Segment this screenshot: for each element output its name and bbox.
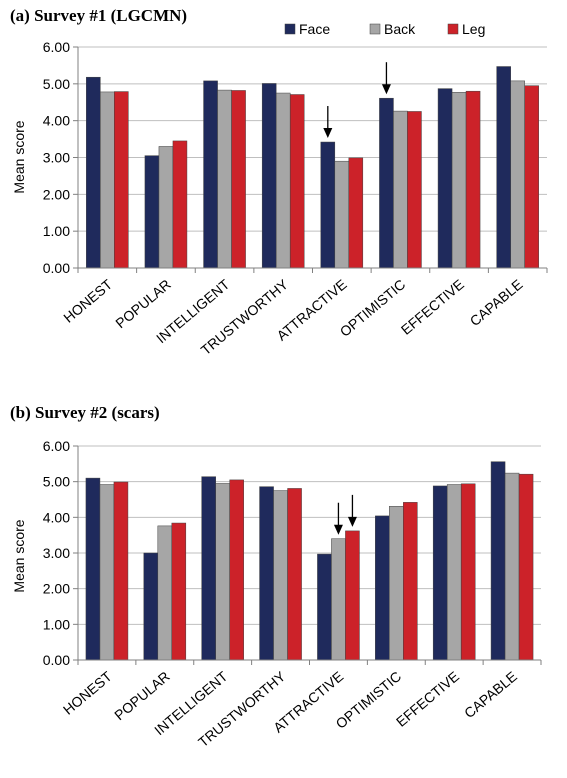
bar-back-optimistic xyxy=(389,506,404,661)
x-tick-label: HONEST xyxy=(60,276,115,326)
arrow-head xyxy=(323,128,333,139)
bar-face-intelligent xyxy=(203,80,218,269)
legend: Face Back Leg xyxy=(284,21,485,37)
bar-leg-capable xyxy=(518,473,534,661)
arrow-head xyxy=(333,524,343,535)
bar-face-honest xyxy=(85,477,101,661)
y-tick-label: 6.00 xyxy=(43,438,70,454)
bar-leg-optimistic xyxy=(403,502,418,661)
bar-face-trustworthy xyxy=(259,486,274,661)
bar-leg-optimistic xyxy=(407,111,422,269)
bar-face-optimistic xyxy=(375,515,390,661)
bar-leg-capable xyxy=(524,85,539,269)
bar-back-popular xyxy=(157,525,173,661)
bar-leg-intelligent xyxy=(231,90,246,269)
bar-face-effective xyxy=(437,88,453,269)
y-tick-label: 5.00 xyxy=(43,474,70,490)
bar-back-optimistic xyxy=(393,110,408,269)
legend-label-leg: Leg xyxy=(462,21,485,37)
bar-face-optimistic xyxy=(379,97,394,269)
bar-face-intelligent xyxy=(201,476,216,661)
y-tick-label: 6.00 xyxy=(43,39,70,55)
bar-face-honest xyxy=(86,76,101,269)
bar-leg-effective xyxy=(460,483,476,661)
bar-leg-attractive xyxy=(345,530,360,661)
legend-swatch-face xyxy=(284,23,296,35)
bar-leg-effective xyxy=(465,90,481,269)
y-tick-label: 4.00 xyxy=(43,113,70,129)
arrow-head xyxy=(381,84,391,95)
legend-label-back: Back xyxy=(384,21,416,37)
y-tick-label: 1.00 xyxy=(43,223,70,239)
legend-swatch-leg xyxy=(447,23,459,35)
bar-face-capable xyxy=(496,66,511,269)
y-tick-label: 0.00 xyxy=(43,652,70,668)
x-tick-label: POPULAR xyxy=(112,276,174,331)
y-axis-title-b: Mean score xyxy=(11,519,27,592)
bar-back-honest xyxy=(100,91,115,269)
y-tick-label: 3.00 xyxy=(43,545,70,561)
bar-leg-attractive xyxy=(348,157,364,269)
legend-label-face: Face xyxy=(299,21,330,37)
y-tick-label: 5.00 xyxy=(43,76,70,92)
bar-back-capable xyxy=(510,80,525,269)
bar-face-capable xyxy=(490,461,506,661)
x-tick-label: HONEST xyxy=(60,668,115,718)
y-tick-label: 0.00 xyxy=(43,260,70,276)
bar-face-trustworthy xyxy=(261,83,277,269)
bar-back-attractive xyxy=(334,160,350,269)
bar-face-popular xyxy=(144,155,160,269)
bar-back-trustworthy xyxy=(273,490,288,661)
bar-leg-popular xyxy=(172,140,188,269)
bar-leg-popular xyxy=(171,522,187,661)
bar-face-effective xyxy=(432,485,448,661)
y-axis-title-a: Mean score xyxy=(11,120,27,193)
bar-back-intelligent xyxy=(217,89,232,269)
x-tick-label: CAPABLE xyxy=(461,668,520,721)
bar-back-popular xyxy=(158,146,174,269)
bar-leg-intelligent xyxy=(229,479,244,661)
chart-panel-a: (a) Survey #1 (LGCMN) Face Back Leg Mean s… xyxy=(10,6,548,358)
x-tick-label: EFFECTIVE xyxy=(398,276,467,338)
bar-leg-honest xyxy=(114,91,129,269)
bar-back-trustworthy xyxy=(275,92,291,269)
chart-panel-b: (b) Survey #2 (scars) Mean score 0.00 1.0… xyxy=(10,403,542,750)
x-tick-label: EFFECTIVE xyxy=(393,668,462,730)
y-tick-label: 4.00 xyxy=(43,509,70,525)
bar-face-popular xyxy=(143,552,159,661)
chart-title-a: (a) Survey #1 (LGCMN) xyxy=(10,6,187,25)
chart-title-b: (b) Survey #2 (scars) xyxy=(10,403,160,422)
arrow-head xyxy=(347,516,357,527)
bar-back-effective xyxy=(446,484,462,661)
y-tick-label: 2.00 xyxy=(43,581,70,597)
bar-back-attractive xyxy=(331,538,346,661)
bar-back-capable xyxy=(504,472,520,661)
y-tick-label: 2.00 xyxy=(43,186,70,202)
bar-leg-trustworthy xyxy=(287,488,302,661)
bar-back-intelligent xyxy=(215,483,230,661)
y-tick-label: 1.00 xyxy=(43,616,70,632)
bar-face-attractive xyxy=(320,141,336,269)
bar-leg-honest xyxy=(113,481,129,661)
x-tick-label: CAPABLE xyxy=(467,276,526,329)
y-tick-label: 3.00 xyxy=(43,150,70,166)
bar-leg-trustworthy xyxy=(289,94,305,269)
bar-face-attractive xyxy=(317,553,332,661)
bar-back-effective xyxy=(451,92,467,269)
legend-swatch-back xyxy=(369,23,381,35)
bar-back-honest xyxy=(99,484,115,661)
